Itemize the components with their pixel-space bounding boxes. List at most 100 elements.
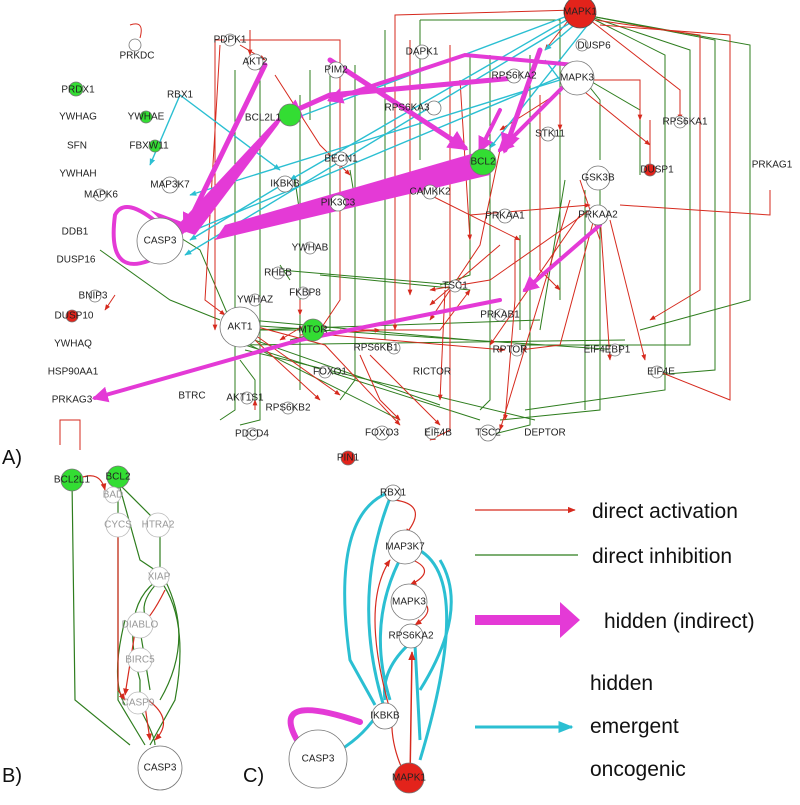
node-a-PRKAA1 — [497, 208, 513, 224]
node-c-RPS6KA2-label: RPS6KA2 — [388, 631, 433, 642]
node-b-CASP9-label: CASP9 — [122, 698, 155, 709]
hidden-wedge-bcl2l1-casp3 — [175, 105, 290, 235]
node-a-PIM2 — [327, 61, 345, 79]
node-b-BIRC5 — [127, 647, 153, 673]
node-a-BCL2L1 — [278, 103, 302, 127]
node-c-MAP3K7-label: MAP3K7 — [385, 542, 425, 553]
node-a-AKT2-label: AKT2 — [242, 57, 267, 68]
node-a-PRKAG3-label: PRKAG3 — [52, 395, 93, 406]
node-a-EIF4E — [650, 365, 664, 379]
node-a-DUSP1-label: DUSP1 — [640, 165, 674, 176]
node-a-EIF4EBP1-label: EIF4EBP1 — [584, 345, 631, 356]
panel-c: RBX1 MAP3K7 MAPK3 RPS6KA2 IKBKB CASP3 MA… — [287, 484, 453, 794]
node-c-RPS6KA2 — [398, 623, 424, 649]
node-a-AKT1S1 — [240, 391, 254, 405]
node-a-PRDX1-label: PRDX1 — [61, 85, 95, 96]
node-a-BCL2-label: BCL2 — [470, 157, 495, 168]
node-a-PIK3C3 — [329, 194, 347, 212]
node-a-PIN1-label: PIN1 — [337, 453, 360, 464]
node-a-DAPK1 — [414, 44, 430, 60]
node-a-PRDX1 — [68, 81, 84, 97]
node-a-PRKAA1-label: PRKAA1 — [485, 211, 525, 222]
legend-inhibition-label: direct inhibition — [592, 545, 732, 568]
node-c-MAPK1 — [393, 762, 425, 794]
node-a-DUSP10 — [65, 309, 79, 323]
node-a-YWHAZ — [248, 293, 262, 307]
panel-a-label: A) — [2, 447, 22, 469]
node-a-RHEB — [271, 266, 285, 280]
node-a-CAMKK2-label: CAMKK2 — [409, 187, 451, 198]
legend-emergent-label-1: hidden — [590, 672, 653, 695]
node-b-CASP3-label: CASP3 — [144, 763, 177, 774]
node-a-PRKDC — [128, 38, 142, 52]
panel-a-nodes: MAPK1 PRKDC PDPK1 DAPK1 DUSP6 PRDX1 AKT2… — [48, 0, 793, 466]
node-b-XIAP — [148, 566, 170, 588]
node-a-MAP3K7-label: MAP3K7 — [150, 180, 190, 191]
node-a-RPS6KA3-label: RPS6KA3 — [384, 103, 429, 114]
node-a-BNIP3 — [88, 289, 102, 303]
legend-emergent-label-3: oncogenic — [590, 758, 686, 781]
node-a-RPS6KA2-label: RPS6KA2 — [491, 71, 536, 82]
node-a-RPTOR-label: RPTOR — [493, 345, 528, 356]
node-a-RPS6KB2-label: RPS6KB2 — [265, 403, 310, 414]
node-a-YWHAQ-label: YWHAQ — [54, 339, 92, 350]
node-a-FOXO1-label: FOXO1 — [313, 367, 347, 378]
node-a-DUSP16-label: DUSP16 — [57, 255, 96, 266]
node-c-IKBKB-label: IKBKB — [370, 711, 400, 722]
node-a-RPS6KB1 — [387, 341, 401, 355]
node-a-DUSP10-label: DUSP10 — [55, 311, 94, 322]
node-a-PDCD4 — [245, 427, 259, 441]
node-b-DIABLO — [126, 611, 154, 639]
node-a-AKT2 — [246, 53, 264, 71]
node-a-DUSP6-label: DUSP6 — [577, 41, 611, 52]
node-a-GSK3B-label: GSK3B — [581, 173, 615, 184]
node-a-PIM2-label: PIM2 — [324, 65, 348, 76]
node-a-IKBKB-label: IKBKB — [270, 179, 300, 190]
node-a-BECN1 — [333, 151, 349, 167]
node-a-FBXW11 — [148, 139, 162, 153]
node-a-PRKAB1 — [493, 308, 507, 322]
node-a-RPS6KA1-label: RPS6KA1 — [662, 117, 707, 128]
node-a-RICTOR-label: RICTOR — [413, 367, 451, 378]
node-a-RPS6KA2 — [506, 68, 522, 84]
node-b-BAD — [104, 486, 122, 504]
node-a-PIK3C3-label: PIK3C3 — [321, 198, 356, 209]
node-c-RBX1-label: RBX1 — [380, 488, 407, 499]
node-a-STK11 — [540, 126, 556, 142]
node-a-PRKAA2 — [587, 204, 609, 226]
node-a-YWHAZ-label: YWHAZ — [237, 295, 273, 306]
node-a-YWHAH-label: YWHAH — [59, 169, 96, 180]
node-a-MAPK3-label: MAPK3 — [560, 73, 594, 84]
panel-c-label: C) — [243, 765, 264, 787]
node-a-FKBP8-label: FKBP8 — [289, 288, 321, 299]
node-c-IKBKB — [371, 702, 399, 730]
node-c-MAPK3 — [390, 583, 428, 621]
node-a-DEPTOR-label: DEPTOR — [524, 428, 566, 439]
node-c-RBX1 — [384, 484, 402, 502]
node-a-TSC1-label: TSC1 — [442, 281, 468, 292]
node-a-RPS6KB2 — [281, 401, 295, 415]
hidden-wedge-bcl2-casp3 — [215, 150, 490, 240]
node-a-IKBKB — [276, 175, 294, 193]
node-a-RPS6KA1 — [673, 115, 687, 129]
node-a-AKT1 — [219, 306, 261, 348]
node-a-YWHAB — [303, 241, 317, 255]
node-a-TSC1 — [448, 279, 462, 293]
legend-hidden-arrow — [475, 602, 580, 638]
node-b-BCL2L1-label: BCL2L1 — [54, 475, 91, 486]
node-a-PDPK1-label: PDPK1 — [214, 35, 247, 46]
node-a-MAPK1-label: MAPK1 — [563, 7, 597, 18]
legend-activation-label: direct activation — [592, 500, 738, 523]
node-a-PDPK1 — [223, 33, 237, 47]
node-a-PIN1 — [340, 450, 356, 466]
node-b-BCL2 — [106, 465, 130, 489]
node-a-PRKAA2-label: PRKAA2 — [578, 210, 618, 221]
node-a-MAP3K7 — [161, 176, 179, 194]
node-a-CAMKK2 — [422, 184, 438, 200]
node-b-BIRC5-label: BIRC5 — [125, 655, 155, 666]
node-c-MAP3K7 — [387, 529, 423, 565]
panel-b-label: B) — [2, 765, 22, 787]
node-a-CASP3-label: CASP3 — [144, 236, 177, 247]
node-a-RPTOR — [510, 343, 524, 357]
